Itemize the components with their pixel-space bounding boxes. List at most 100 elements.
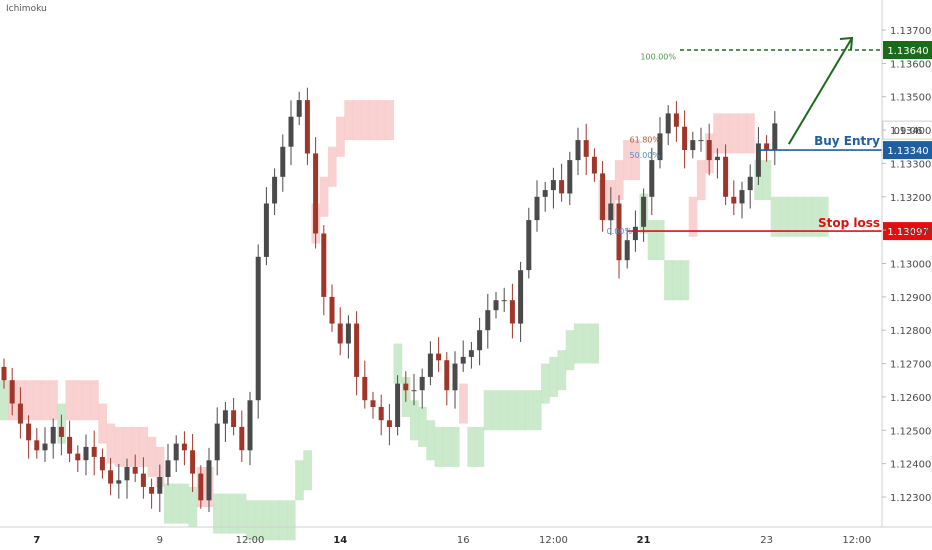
price-tag-label: 1.13097 [887, 227, 928, 238]
cloud-segment [65, 380, 75, 421]
cloud-segment [811, 196, 821, 237]
y-tick-label: 1.12300 [890, 493, 931, 504]
cloud-segment [262, 500, 271, 541]
cloud-segment [696, 160, 706, 201]
x-tick-label: 16 [457, 535, 470, 546]
cloud-segment [590, 323, 599, 364]
cloud-segment [131, 426, 140, 467]
x-tick-label: 12:00 [236, 535, 265, 546]
candlestick-series [1, 87, 778, 512]
candle-body [58, 426, 64, 437]
cloud-segment [286, 500, 296, 541]
cloud-segment [122, 426, 132, 467]
cloud-segment [787, 196, 796, 237]
y-tick-label: 1.12800 [890, 326, 931, 337]
candle-body [140, 473, 146, 487]
candle-body [444, 360, 450, 391]
candle-body [157, 477, 163, 494]
cloud-segment [426, 420, 435, 461]
cloud-segment [664, 260, 673, 301]
candle-body [83, 446, 89, 461]
candle-body [739, 190, 745, 204]
candle-body [583, 140, 589, 157]
candle-body [378, 406, 384, 421]
cloud-segment [180, 483, 189, 524]
candle-body [501, 300, 507, 302]
candle-body [181, 443, 187, 451]
candle-body [124, 467, 130, 481]
cloud-segment [795, 196, 804, 237]
candle-body [206, 460, 212, 501]
cloud-segment [819, 196, 829, 237]
candle-body [534, 196, 540, 221]
cloud-segment [647, 220, 657, 261]
price-tag [883, 41, 932, 59]
candle-body [198, 473, 204, 501]
cloud-segment [483, 390, 493, 431]
candle-body [337, 323, 343, 344]
candle-body [173, 443, 179, 461]
cloud-segment [98, 403, 107, 444]
cloud-segment [49, 380, 58, 421]
candle-body [132, 467, 138, 474]
candle-body [42, 443, 48, 451]
cloud-segment [737, 113, 747, 154]
candle-body [370, 400, 376, 407]
candle-body [75, 453, 81, 461]
cloud-segment [713, 113, 722, 154]
cloud-segment [459, 383, 468, 424]
cloud-segment [655, 220, 665, 261]
y-tick-label: 1.13400 [890, 126, 931, 137]
cloud-segment [541, 363, 550, 404]
candle-body [567, 160, 573, 194]
cloud-segment [336, 116, 345, 157]
candle-body [386, 420, 392, 427]
candle-body [165, 460, 171, 477]
cloud-segment [434, 426, 444, 467]
candle-body [419, 376, 425, 391]
cloud-segment [467, 426, 476, 467]
cloud-segment [721, 113, 731, 154]
cloud-segment [270, 500, 280, 541]
x-tick-label: 12:00 [842, 535, 871, 546]
candle-body [411, 390, 417, 392]
candle-body [542, 190, 548, 197]
cloud-segment [40, 380, 50, 421]
cloud-segment [163, 483, 173, 524]
candle-body [764, 143, 770, 151]
candle-body [575, 140, 581, 161]
cloud-segment [360, 100, 370, 141]
candle-body [263, 203, 269, 257]
y-tick-label: 1.13200 [890, 193, 931, 204]
y-tick-label: 1.13600 [890, 59, 931, 70]
cloud-segment [549, 356, 558, 397]
cloud-segment [327, 146, 337, 187]
candle-body [231, 410, 237, 427]
price-tag [883, 141, 932, 160]
cloud-segment [319, 176, 329, 217]
candle-body [616, 203, 622, 261]
candle-body [665, 113, 671, 134]
cloud-segment [778, 196, 788, 237]
candle-body [304, 100, 310, 154]
candle-body [116, 480, 122, 484]
candle-body [747, 176, 753, 191]
cloud-segment [114, 426, 124, 467]
y-tick-label: 1.13000 [890, 260, 931, 271]
x-tick-label: 14 [333, 535, 347, 546]
cloud-segment [631, 140, 640, 181]
cloud-segment [565, 330, 575, 371]
candle-body [452, 363, 458, 391]
candle-body [272, 176, 278, 204]
cloud-segment [557, 350, 567, 391]
candle-body [149, 487, 155, 494]
cloud-segment [368, 100, 378, 141]
cloud-segment [680, 260, 690, 301]
candle-body [395, 383, 401, 427]
cloud-segment [762, 160, 772, 201]
cloud-segment [770, 196, 780, 237]
candle-body [460, 356, 466, 364]
cloud-segment [746, 113, 755, 154]
